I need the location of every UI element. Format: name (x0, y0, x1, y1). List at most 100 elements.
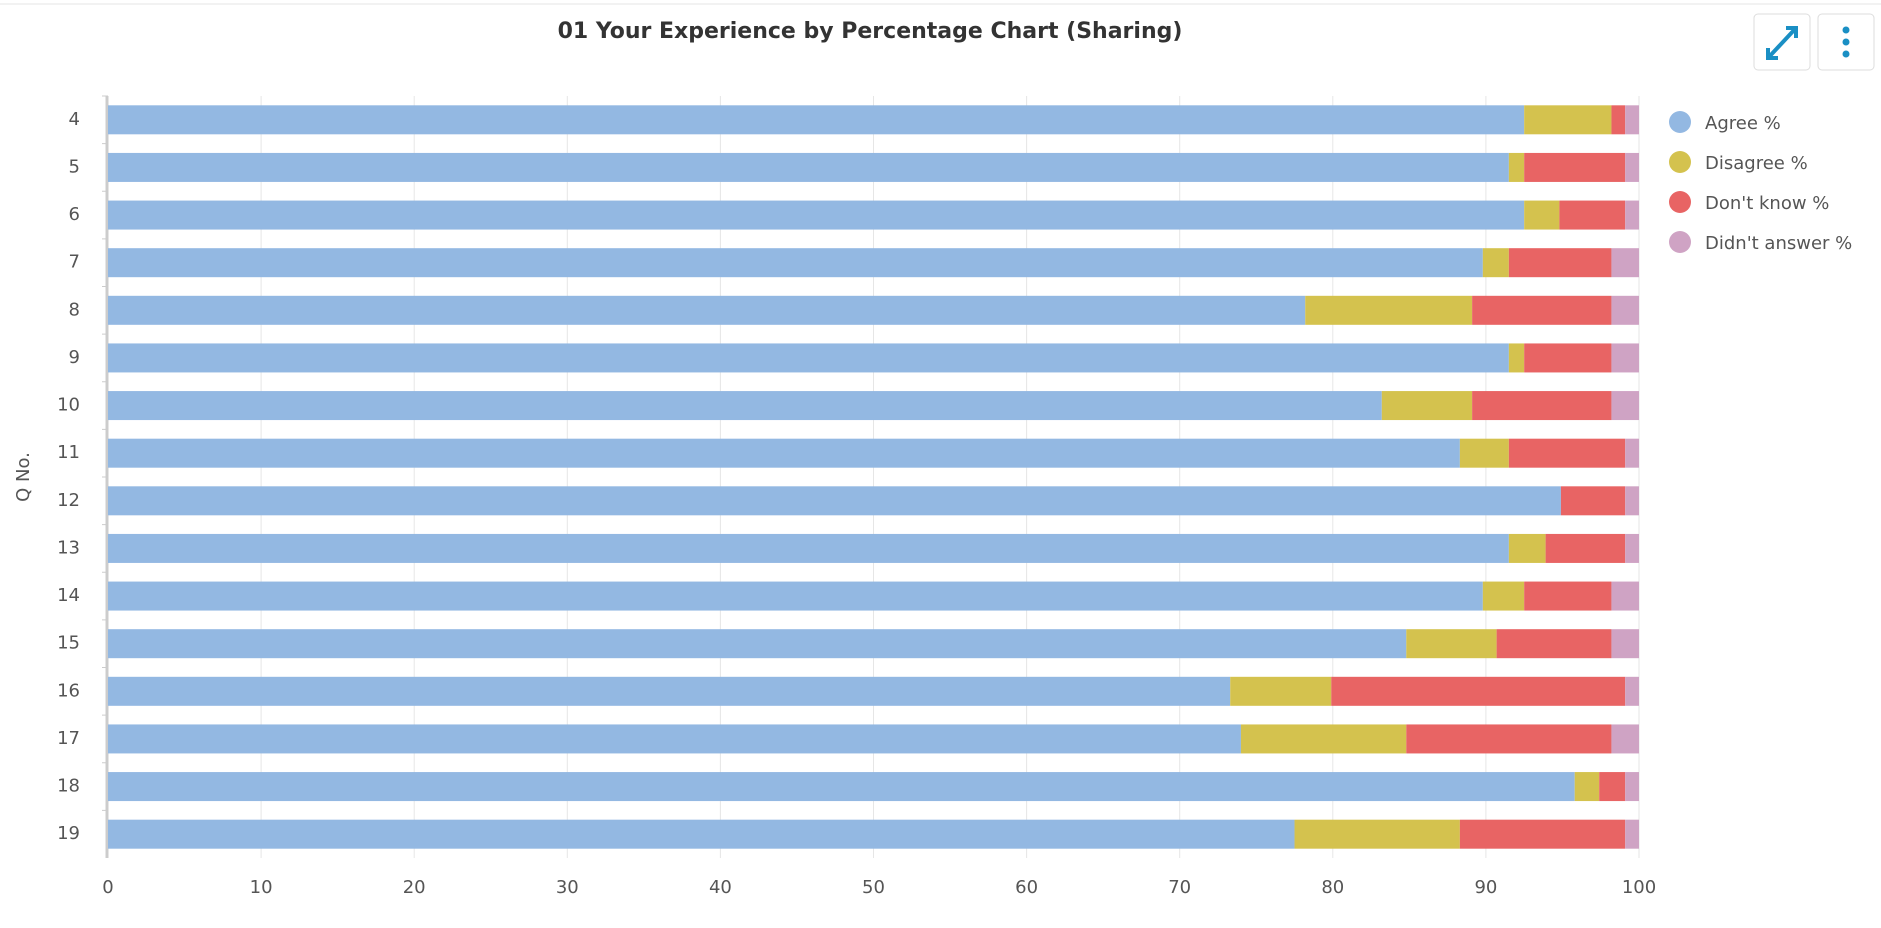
bar-segment (108, 152, 1509, 182)
x-tick-label: 60 (1015, 877, 1038, 898)
bar-segment (1611, 343, 1639, 373)
y-tick-label: 16 (57, 680, 80, 701)
bar-segment (1545, 533, 1626, 563)
x-tick-label: 90 (1474, 877, 1497, 898)
y-tick-label: 13 (57, 537, 80, 558)
x-tick-label: 20 (403, 877, 426, 898)
bar-segment (1625, 772, 1639, 802)
bar-segment (1472, 391, 1612, 421)
bar-segment (1611, 724, 1639, 754)
bar-segment (1331, 676, 1626, 706)
bar-segment (1524, 581, 1612, 611)
bar-segment (108, 772, 1575, 802)
bar-segment (1524, 343, 1612, 373)
legend-label: Agree % (1705, 113, 1781, 134)
y-tick-label: 6 (69, 204, 80, 225)
bar-segment (1508, 533, 1546, 563)
bar-segment (1294, 819, 1460, 849)
x-tick-label: 30 (556, 877, 579, 898)
y-tick-label: 8 (69, 299, 80, 320)
y-tick-label: 12 (57, 490, 80, 511)
bar-segment (1625, 676, 1639, 706)
menu-dot (1842, 38, 1850, 46)
x-tick-label: 40 (709, 877, 732, 898)
legend-marker (1669, 111, 1691, 133)
bar-segment (1625, 486, 1639, 516)
bar-segment (1305, 295, 1473, 325)
expand-button[interactable] (1753, 13, 1811, 71)
bar-segment (1406, 629, 1497, 659)
bar-segment (108, 391, 1382, 421)
bar-segment (1524, 105, 1612, 135)
bar-segment (1625, 200, 1639, 230)
bar-segment (1611, 295, 1639, 325)
bar-segment (108, 343, 1509, 373)
y-tick-label: 7 (69, 252, 80, 273)
y-tick-label: 19 (57, 823, 80, 844)
y-tick-label: 4 (69, 109, 80, 130)
bar-segment (1574, 772, 1600, 802)
legend-label: Disagree % (1705, 153, 1808, 174)
bar-segment (108, 248, 1483, 278)
bar-segment (1240, 724, 1407, 754)
bar-segment (1508, 248, 1612, 278)
bar-segment (1611, 105, 1626, 135)
bar-segment (1508, 152, 1525, 182)
bar-segment (1472, 295, 1612, 325)
menu-button[interactable] (1817, 13, 1875, 71)
legend-marker (1669, 151, 1691, 173)
bar-segment (108, 438, 1460, 468)
legend-label: Didn't answer % (1705, 233, 1852, 254)
bar-segment (1482, 248, 1509, 278)
bar-segment (1625, 533, 1639, 563)
y-axis-label: Q No. (13, 452, 34, 502)
bar-segment (1625, 105, 1639, 135)
bar-segment (1482, 581, 1525, 611)
bar-segment (1611, 629, 1639, 659)
bar-segment (1459, 819, 1626, 849)
bar-segment (1611, 248, 1639, 278)
legend-marker (1669, 231, 1691, 253)
bar-segment (1508, 438, 1626, 468)
bar-segment (1625, 152, 1639, 182)
x-tick-label: 50 (862, 877, 885, 898)
bar-segment (108, 486, 1561, 516)
bar-segment (1559, 200, 1626, 230)
bar-segment (108, 676, 1231, 706)
y-tick-label: 9 (69, 347, 80, 368)
legend-label: Don't know % (1705, 193, 1829, 214)
bar-segment (1524, 200, 1560, 230)
legend-marker (1669, 191, 1691, 213)
x-tick-label: 70 (1168, 877, 1191, 898)
y-tick-label: 11 (57, 442, 80, 463)
bar-segment (1524, 152, 1626, 182)
bar-segment (108, 295, 1306, 325)
bar-segment (108, 819, 1295, 849)
bar-segment (108, 105, 1525, 135)
chart-title: 01 Your Experience by Percentage Chart (… (558, 19, 1183, 44)
bar-segment (1611, 581, 1639, 611)
menu-dot (1842, 26, 1850, 34)
y-tick-label: 18 (57, 776, 80, 797)
bar-segment (1560, 486, 1626, 516)
y-tick-label: 5 (69, 156, 80, 177)
bar-segment (108, 200, 1525, 230)
bar-segment (1406, 724, 1612, 754)
y-tick-label: 10 (57, 395, 80, 416)
y-tick-label: 15 (57, 633, 80, 654)
bar-segment (1230, 676, 1332, 706)
y-tick-label: 17 (57, 728, 80, 749)
bar-segment (1459, 438, 1509, 468)
bar-segment (108, 533, 1509, 563)
bar-segment (1508, 343, 1525, 373)
x-tick-label: 80 (1321, 877, 1344, 898)
bar-segment (1625, 438, 1639, 468)
x-tick-label: 0 (102, 877, 113, 898)
x-tick-label: 100 (1622, 877, 1656, 898)
menu-dot (1842, 50, 1850, 58)
bar-segment (1625, 819, 1639, 849)
expand-icon (1766, 26, 1798, 60)
bar-segment (1381, 391, 1473, 421)
